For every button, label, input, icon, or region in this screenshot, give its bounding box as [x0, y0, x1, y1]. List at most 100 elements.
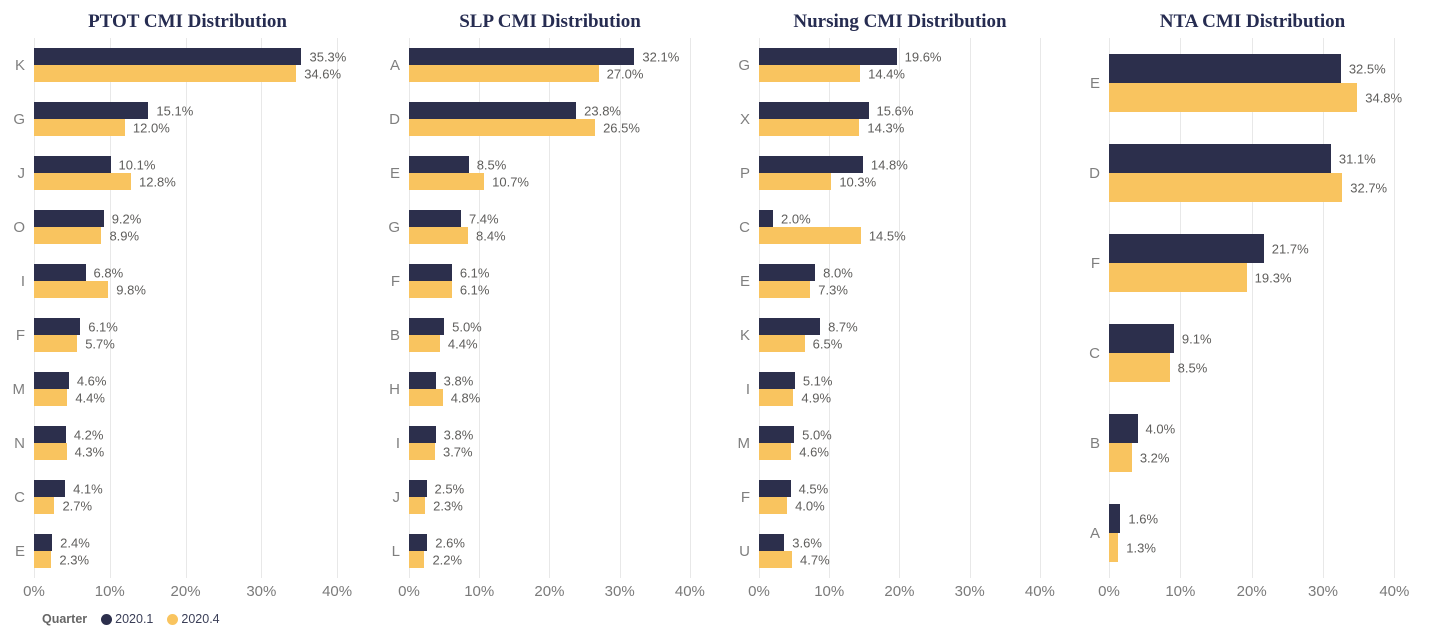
bar-d-2020-1[interactable]: 23.8% [409, 102, 621, 119]
category-label-f: F [740, 488, 750, 506]
value-label: 6.1% [88, 319, 118, 334]
bar-f-2020-4[interactable]: 4.0% [759, 497, 825, 514]
bar-m-2020-4[interactable]: 4.4% [34, 389, 105, 406]
bar-n-2020-4[interactable]: 4.3% [34, 443, 104, 460]
legend-item-2020-1[interactable]: 2020.1 [101, 612, 153, 626]
bar-b-2020-4[interactable]: 4.4% [409, 335, 478, 352]
bar-i-2020-1[interactable]: 6.8% [34, 264, 123, 281]
bar-a-2020-1[interactable]: 32.1% [409, 48, 679, 65]
bar-i-2020-4[interactable]: 9.8% [34, 281, 146, 298]
bar-x-2020-1[interactable]: 15.6% [759, 102, 913, 119]
gridline [829, 38, 831, 578]
bar-f-2020-1[interactable]: 21.7% [1109, 234, 1309, 263]
bar-f-2020-1[interactable]: 6.1% [409, 264, 489, 281]
bar-b-2020-4[interactable]: 3.2% [1109, 443, 1169, 472]
bar-o-2020-1[interactable]: 9.2% [34, 210, 141, 227]
bar-j-2020-4[interactable]: 2.3% [409, 497, 463, 514]
bar-c-2020-1[interactable]: 4.1% [34, 480, 103, 497]
value-label: 32.5% [1348, 61, 1386, 76]
bar-k-2020-4[interactable]: 6.5% [759, 335, 842, 352]
bar-c-2020-1[interactable]: 2.0% [759, 210, 811, 227]
bar-b-2020-1[interactable]: 5.0% [409, 318, 482, 335]
bar-d-2020-1[interactable]: 31.1% [1109, 144, 1376, 173]
bar-e-2020-1[interactable]: 32.5% [1109, 54, 1386, 83]
bar-u-2020-4[interactable]: 4.7% [759, 551, 830, 568]
bar-x-2020-4[interactable]: 14.3% [759, 119, 904, 136]
bar-group-d: 31.1% 32.7% [1109, 128, 1430, 218]
bar-a-2020-1[interactable]: 1.6% [1109, 504, 1158, 533]
bar-g-2020-4[interactable]: 14.4% [759, 65, 905, 82]
bar-c-2020-4[interactable]: 2.7% [34, 497, 92, 514]
bar-g-2020-1[interactable]: 7.4% [409, 210, 499, 227]
bar-i-2020-4[interactable]: 4.9% [759, 389, 831, 406]
gridline [759, 38, 760, 578]
bar-group-e: 32.5% 34.8% [1109, 38, 1430, 128]
gridline [261, 38, 263, 578]
bar-k-2020-4[interactable]: 34.6% [34, 65, 341, 82]
bar-e-2020-4[interactable]: 2.3% [34, 551, 89, 568]
bar-j-2020-4[interactable]: 12.8% [34, 173, 176, 190]
bar-g-2020-1[interactable]: 15.1% [34, 102, 193, 119]
bar-h-2020-4[interactable]: 4.8% [409, 389, 480, 406]
bar-h-2020-1[interactable]: 3.8% [409, 372, 473, 389]
bar-c-2020-4[interactable]: 14.5% [759, 227, 906, 244]
legend-title: Quarter [42, 612, 88, 626]
bar-group-i: 6.8% 9.8% [34, 254, 375, 308]
x-axis: 0% 10% 20% 30% 40% [1098, 578, 1430, 606]
bar-f-2020-4[interactable]: 6.1% [409, 281, 489, 298]
bar-e-2020-1[interactable]: 8.5% [409, 156, 506, 173]
bar-o-2020-4[interactable]: 8.9% [34, 227, 139, 244]
legend-item-2020-4[interactable]: 2020.4 [167, 612, 220, 626]
bar-u-2020-1[interactable]: 3.6% [759, 534, 822, 551]
bar-j-2020-1[interactable]: 10.1% [34, 156, 155, 173]
bar-n-2020-1[interactable]: 4.2% [34, 426, 103, 443]
bar-g-2020-1[interactable]: 19.6% [759, 48, 942, 65]
bar-group-e: 8.5% 10.7% [409, 146, 725, 200]
bar-e-2020-1[interactable]: 8.0% [759, 264, 853, 281]
bar-e-2020-4[interactable]: 34.8% [1109, 83, 1402, 112]
bar-f-2020-4[interactable]: 5.7% [34, 335, 115, 352]
bar-e-2020-1[interactable]: 2.4% [34, 534, 90, 551]
bar-e-2020-4[interactable]: 7.3% [759, 281, 848, 298]
gridline [109, 38, 111, 578]
gridline [969, 38, 971, 578]
category-label-f: F [1090, 254, 1100, 272]
bar-m-2020-1[interactable]: 5.0% [759, 426, 832, 443]
bar-group-x: 15.6% 14.3% [759, 92, 1075, 146]
value-label: 12.0% [132, 120, 170, 135]
bar-c-2020-4[interactable]: 8.5% [1109, 353, 1207, 382]
value-label: 4.0% [1145, 421, 1176, 436]
bar-m-2020-4[interactable]: 4.6% [759, 443, 829, 460]
bar-i-2020-1[interactable]: 3.8% [409, 426, 473, 443]
bar-l-2020-1[interactable]: 2.6% [409, 534, 465, 551]
bar-c-2020-1[interactable]: 9.1% [1109, 324, 1212, 353]
bar-d-2020-4[interactable]: 32.7% [1109, 173, 1387, 202]
bar-m-2020-1[interactable]: 4.6% [34, 372, 106, 389]
bar-j-2020-1[interactable]: 2.5% [409, 480, 464, 497]
bar-i-2020-1[interactable]: 5.1% [759, 372, 832, 389]
bar-k-2020-1[interactable]: 8.7% [759, 318, 858, 335]
value-label: 19.3% [1254, 270, 1292, 285]
bar-f-2020-1[interactable]: 6.1% [34, 318, 118, 335]
bar-p-2020-1[interactable]: 14.8% [759, 156, 908, 173]
bar-a-2020-4[interactable]: 1.3% [1109, 533, 1156, 562]
charts-row: PTOT CMI Distribution K G J O I F M N C E 35.3% 34.6… [0, 11, 1430, 606]
value-label: 5.0% [452, 319, 482, 334]
bar-g-2020-4[interactable]: 12.0% [34, 119, 170, 136]
plot-area: E D F C B A 32.5% 34.8% 31.1% 32.7% 21.7% 19.3% 9.1%… [1075, 38, 1430, 578]
value-label: 10.7% [492, 174, 529, 189]
bar-k-2020-1[interactable]: 35.3% [34, 48, 346, 65]
bar-p-2020-4[interactable]: 10.3% [759, 173, 876, 190]
bar-d-2020-4[interactable]: 26.5% [409, 119, 640, 136]
bar-f-2020-1[interactable]: 4.5% [759, 480, 828, 497]
bar-e-2020-4[interactable]: 10.7% [409, 173, 529, 190]
bar-i-2020-4[interactable]: 3.7% [409, 443, 473, 460]
bar-g-2020-4[interactable]: 8.4% [409, 227, 506, 244]
value-label: 6.1% [459, 282, 490, 297]
value-label: 4.4% [447, 336, 478, 351]
bar-b-2020-1[interactable]: 4.0% [1109, 414, 1175, 443]
bar-a-2020-4[interactable]: 27.0% [409, 65, 643, 82]
plot-area: K G J O I F M N C E 35.3% 34.6% 15.1% 12.0% 10.1% 12.8%… [0, 38, 375, 578]
bar-l-2020-4[interactable]: 2.2% [409, 551, 462, 568]
bar-f-2020-4[interactable]: 19.3% [1109, 263, 1292, 292]
